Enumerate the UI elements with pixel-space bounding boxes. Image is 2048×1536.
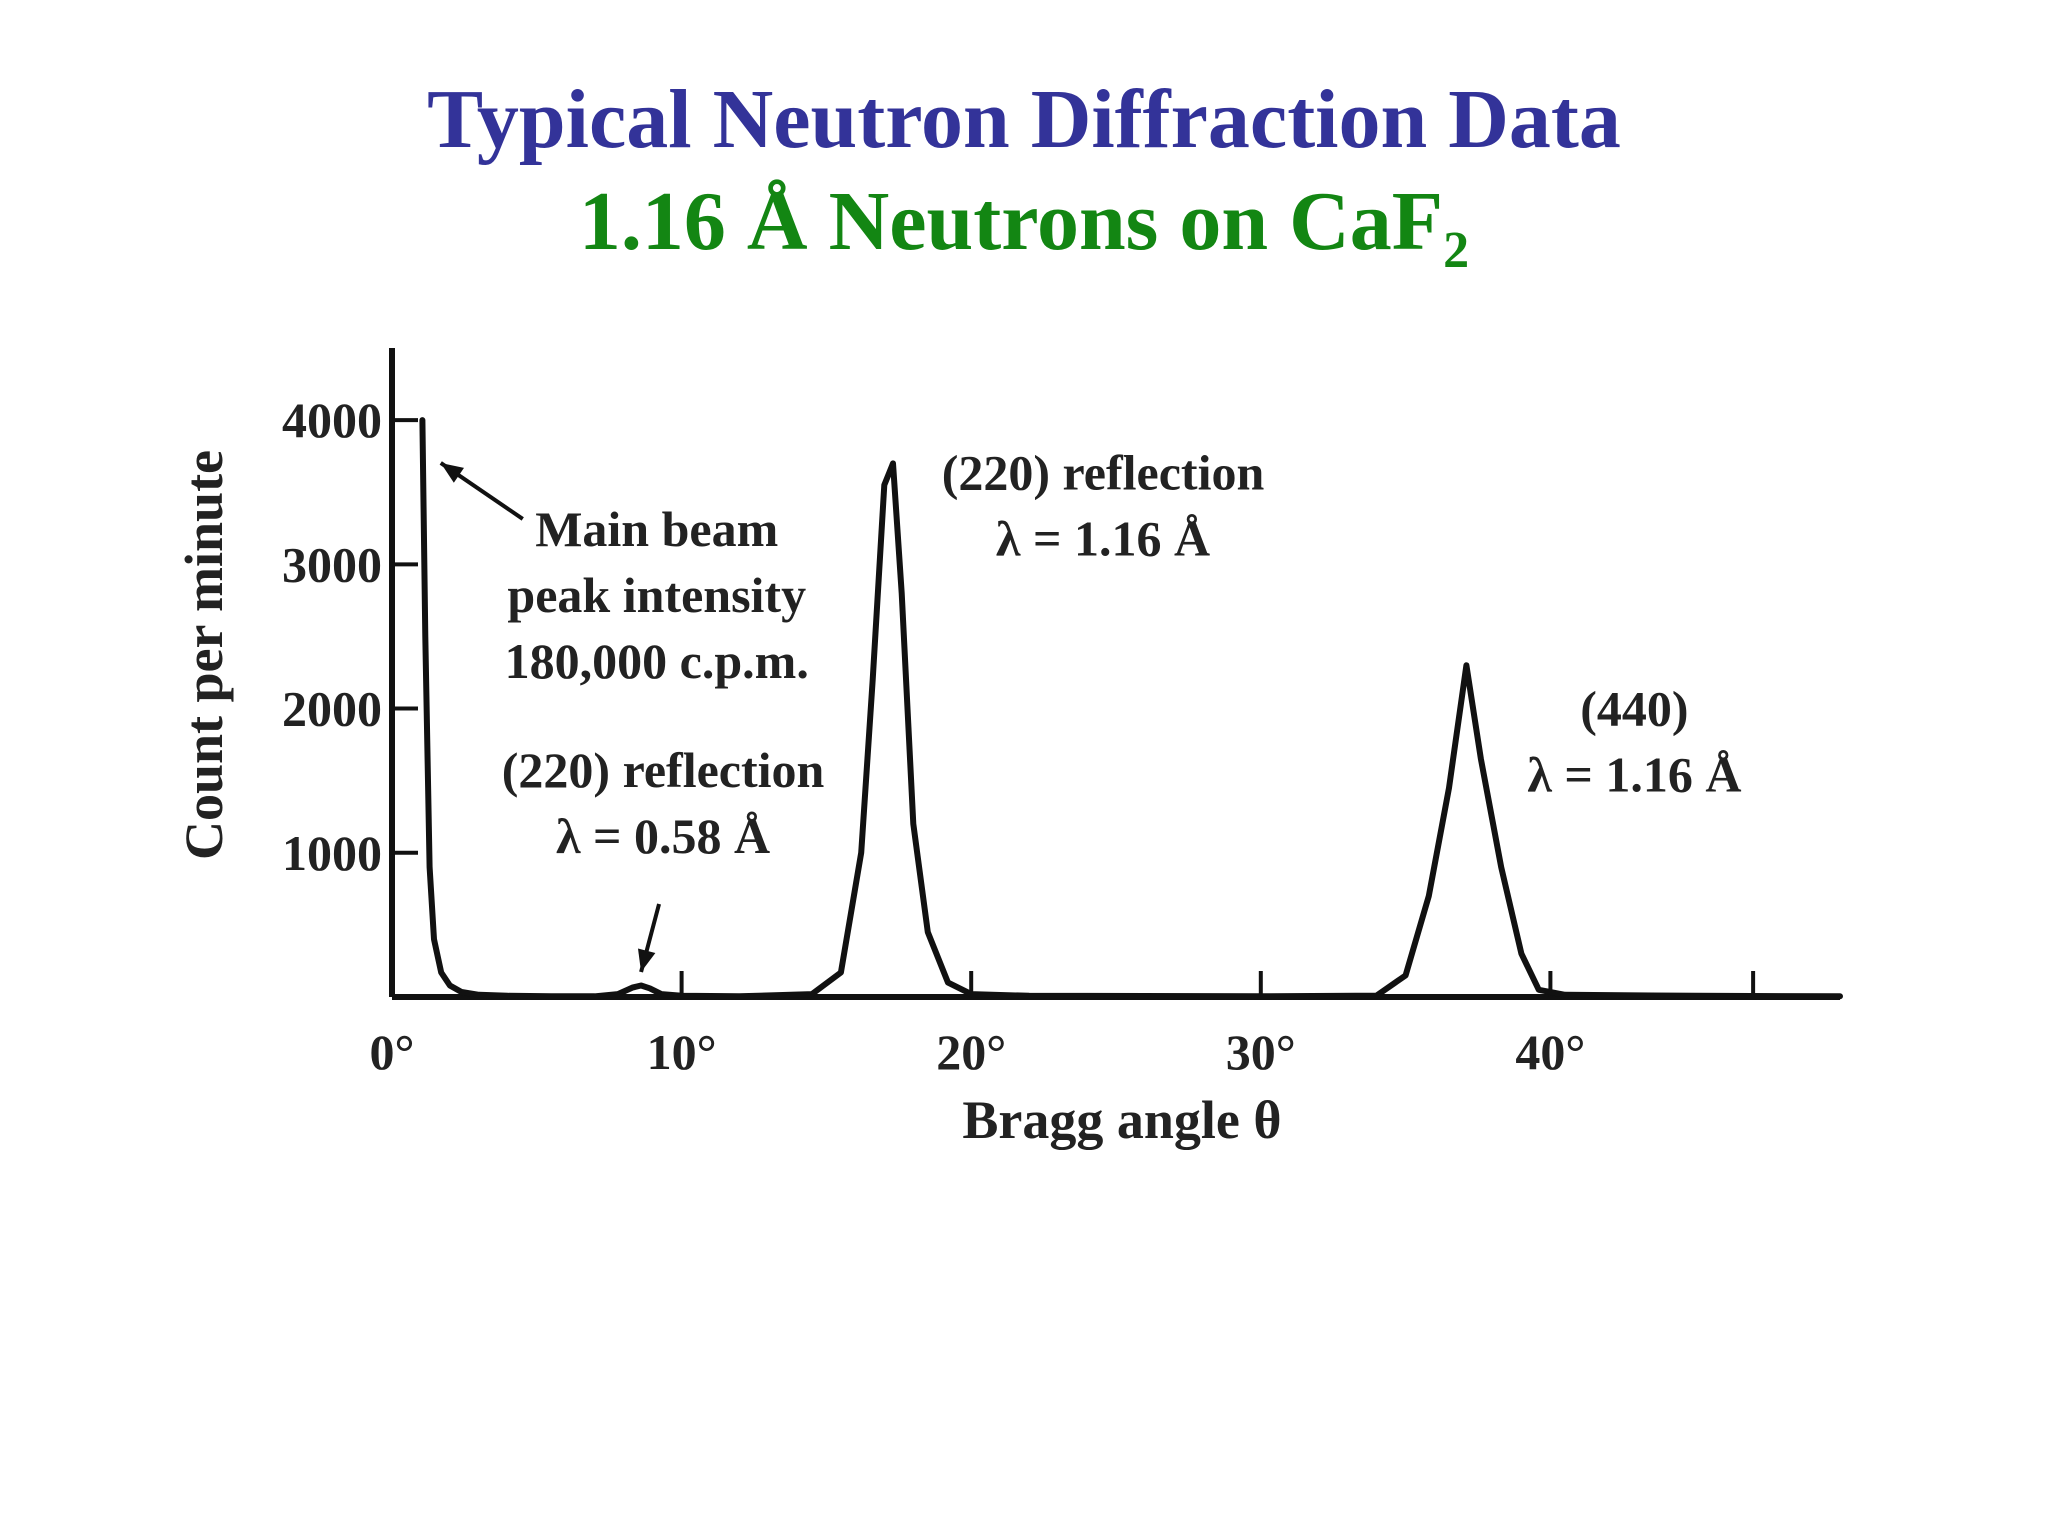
annotation-text: (440) <box>1580 680 1688 736</box>
annotation-text: λ = 1.16 Å <box>996 510 1210 566</box>
y-tick-label: 3000 <box>282 536 382 592</box>
annotation-arrowhead <box>440 462 464 483</box>
subtitle-main-text: 1.16 Å Neutrons on CaF <box>578 175 1444 268</box>
annotation: (440) λ = 1.16 Å <box>1527 680 1741 802</box>
x-tick-label: 0° <box>370 1024 415 1080</box>
slide-title: Typical Neutron Diffraction Data <box>427 73 1621 166</box>
x-tick-label: 10° <box>647 1024 717 1080</box>
chart-annotations: Main beam peak intensity 180,000 c.p.m. (22… <box>439 444 1742 973</box>
x-tick-label: 30° <box>1226 1024 1296 1080</box>
x-axis-label: Bragg angle θ <box>962 1090 1281 1150</box>
x-tick-label: 40° <box>1515 1024 1585 1080</box>
annotation: Main beam peak intensity 180,000 c.p.m. <box>439 461 809 689</box>
annotation: (220) reflection λ = 1.16 Å <box>942 444 1265 566</box>
y-tick-label: 4000 <box>282 392 382 448</box>
x-tick-label: 20° <box>936 1024 1006 1080</box>
annotation-text: λ = 0.58 Å <box>556 808 770 864</box>
slide-subtitle: 1.16 Å Neutrons on CaF2 <box>0 172 2048 301</box>
annotation-arrowhead <box>637 948 656 973</box>
annotation: (220) reflection λ = 0.58 Å <box>502 742 825 973</box>
annotation-text: (220) reflection <box>502 742 825 798</box>
annotation-text: Main beam <box>535 501 778 557</box>
subtitle-subscript: 2 <box>1443 222 1470 279</box>
annotation-text: peak intensity <box>507 567 806 623</box>
series-line <box>419 417 1843 1000</box>
chart-ticks: 0° 10° 20° 30° 40° 1000 2000 3000 4000 <box>282 392 1756 1080</box>
y-tick-label: 2000 <box>282 681 382 737</box>
chart-series <box>419 417 1843 1000</box>
y-axis-label: Count per minute <box>174 450 234 860</box>
annotation-text: λ = 1.16 Å <box>1527 746 1741 802</box>
annotation-text: 180,000 c.p.m. <box>505 633 809 689</box>
y-tick-label: 1000 <box>282 825 382 881</box>
annotation-text: (220) reflection <box>942 444 1265 500</box>
